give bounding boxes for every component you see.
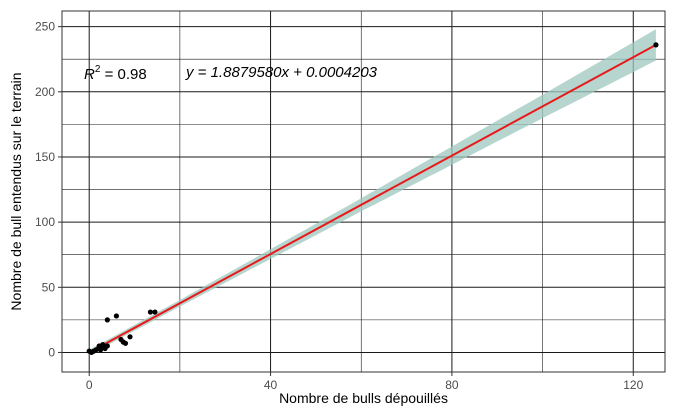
y-tick-label: 150 bbox=[35, 150, 55, 164]
data-point bbox=[653, 42, 659, 48]
data-point bbox=[104, 317, 110, 323]
regression-line bbox=[88, 44, 657, 354]
plot-panel-border bbox=[61, 10, 666, 373]
data-point bbox=[122, 340, 129, 346]
y-tick-label: 0 bbox=[48, 345, 55, 359]
x-tick-label: 120 bbox=[623, 378, 643, 392]
data-point bbox=[113, 313, 120, 319]
data-point bbox=[104, 343, 110, 349]
minor-gridlines bbox=[62, 11, 665, 372]
data-point bbox=[127, 334, 133, 340]
y-tick-label: 250 bbox=[35, 20, 55, 34]
confidence-band-layer bbox=[89, 29, 656, 356]
y-tick-label: 50 bbox=[42, 280, 56, 294]
x-axis-ticks: 0 40 80 120 bbox=[86, 372, 644, 392]
r-squared-annotation: R2 = 0.98 bbox=[84, 64, 147, 83]
r-squared-value: = 0.98 bbox=[100, 66, 146, 83]
data-point bbox=[100, 342, 106, 348]
x-tick-label: 0 bbox=[86, 378, 93, 392]
data-point bbox=[152, 309, 158, 315]
r-squared-prefix: R bbox=[84, 66, 95, 83]
x-axis-title: Nombre de bulls dépouillés bbox=[279, 390, 448, 406]
confidence-band bbox=[89, 29, 656, 356]
y-tick-label: 200 bbox=[35, 85, 55, 99]
y-axis-title: Nombre de bull entendus sur le terrain bbox=[8, 72, 24, 310]
x-tick-label: 40 bbox=[264, 378, 278, 392]
r-squared-superscript: 2 bbox=[95, 64, 101, 75]
x-tick-label: 80 bbox=[445, 378, 459, 392]
y-axis-ticks: 0 50 100 150 200 250 bbox=[35, 20, 62, 359]
data-point bbox=[147, 309, 154, 315]
regression-equation-annotation: y = 1.8879580x + 0.0004203 bbox=[185, 64, 378, 81]
regression-line-layer bbox=[88, 44, 657, 354]
data-points-layer bbox=[86, 42, 659, 356]
y-tick-label: 100 bbox=[35, 215, 55, 229]
